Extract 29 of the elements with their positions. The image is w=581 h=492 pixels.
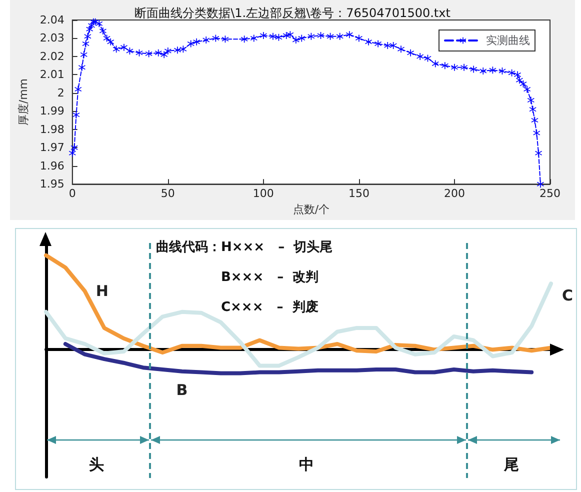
chart-title: 断面曲线分类数据\1.左边部反翘\卷号：76504701500.txt [134,6,451,20]
text: 中 [299,456,314,474]
x-tick-label: 50 [160,187,175,200]
y-tick-label: 2 [57,86,64,100]
y-tick-label: 2.04 [40,14,64,26]
annotation: C××× – 判废 [221,299,318,315]
x-tick-label: 0 [68,187,76,200]
y-tick-label: 1.96 [40,159,64,172]
x-axis-title: 点数/个 [292,203,330,216]
text: 曲线代码：H××× – 切头尾 [156,240,333,255]
x-tick-label: 200 [444,187,465,200]
text: 头 [89,456,104,474]
x-tick-label: 250 [540,187,560,200]
text: 尾 [503,456,519,474]
y-tick-label: 1.97 [40,141,64,154]
y-tick-label: 1.99 [40,104,64,118]
y-tick-label: 1.98 [40,122,64,136]
x-tick-label: 150 [348,187,370,200]
series-label: B [176,380,188,399]
y-axis-title: 厚度/mm [17,78,30,126]
series-label: H [96,282,108,300]
x-tick-label: 100 [252,187,274,200]
y-tick-label: 2.03 [40,32,64,45]
annotation: B××× – 改判 [221,270,319,285]
legend-label: 实测曲线 [486,34,530,47]
series-label: C [562,286,574,305]
y-tick-label: 1.95 [40,178,64,191]
y-tick-label: 2.01 [40,68,64,82]
y-tick-label: 2.02 [40,50,64,63]
